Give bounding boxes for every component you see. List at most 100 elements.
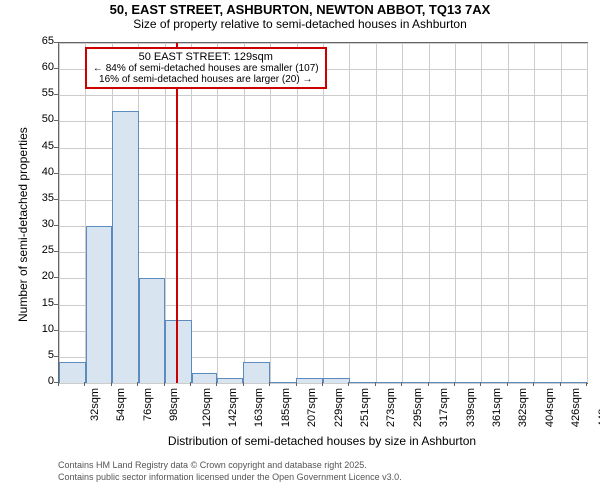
x-tick-mark xyxy=(348,382,349,386)
x-tick-mark xyxy=(454,382,455,386)
y-tick-label: 5 xyxy=(24,349,54,361)
x-tick-mark xyxy=(164,382,165,386)
grid-line xyxy=(270,43,271,383)
x-tick-mark xyxy=(111,382,112,386)
y-tick-label: 15 xyxy=(24,297,54,309)
grid-line xyxy=(59,383,587,384)
x-tick-mark xyxy=(58,382,59,386)
x-tick-label: 229sqm xyxy=(333,388,345,427)
x-tick-mark xyxy=(533,382,534,386)
y-tick-label: 55 xyxy=(24,87,54,99)
x-tick-mark xyxy=(480,382,481,386)
x-tick-label: 185sqm xyxy=(280,388,292,427)
histogram-bar xyxy=(270,382,297,383)
y-tick-mark xyxy=(54,147,58,148)
grid-line xyxy=(508,43,509,383)
histogram-bar xyxy=(429,382,456,383)
annotation-line-2: 16% of semi-detached houses are larger (… xyxy=(93,74,319,85)
histogram-bar xyxy=(86,226,113,383)
y-tick-label: 50 xyxy=(24,113,54,125)
chart-container: { "chart": { "type": "histogram", "title… xyxy=(0,2,600,502)
histogram-bar xyxy=(59,362,86,383)
y-tick-label: 40 xyxy=(24,166,54,178)
y-tick-mark xyxy=(54,199,58,200)
y-tick-mark xyxy=(54,356,58,357)
x-tick-label: 295sqm xyxy=(412,388,424,427)
x-tick-mark xyxy=(322,382,323,386)
x-tick-mark xyxy=(428,382,429,386)
y-tick-label: 10 xyxy=(24,323,54,335)
grid-line xyxy=(323,43,324,383)
x-tick-mark xyxy=(560,382,561,386)
footer-line-2: Contains public sector information licen… xyxy=(58,472,402,482)
x-tick-label: 361sqm xyxy=(491,388,503,427)
grid-line xyxy=(587,43,588,383)
histogram-bar xyxy=(112,111,139,383)
histogram-bar xyxy=(243,362,270,383)
x-tick-label: 426sqm xyxy=(570,388,582,427)
y-tick-label: 0 xyxy=(24,375,54,387)
x-tick-mark xyxy=(375,382,376,386)
x-tick-label: 120sqm xyxy=(201,388,213,427)
y-tick-mark xyxy=(54,173,58,174)
y-tick-label: 45 xyxy=(24,140,54,152)
grid-line xyxy=(217,43,218,383)
x-tick-mark xyxy=(84,382,85,386)
grid-line xyxy=(297,43,298,383)
histogram-bar xyxy=(456,382,481,383)
histogram-bar xyxy=(296,378,323,383)
x-tick-mark xyxy=(296,382,297,386)
y-tick-mark xyxy=(54,225,58,226)
annotation-box: 50 EAST STREET: 129sqm← 84% of semi-deta… xyxy=(85,47,327,89)
y-tick-label: 20 xyxy=(24,270,54,282)
x-axis-label: Distribution of semi-detached houses by … xyxy=(58,434,586,448)
y-tick-label: 60 xyxy=(24,61,54,73)
grid-line xyxy=(534,43,535,383)
x-tick-label: 317sqm xyxy=(438,388,450,427)
y-tick-mark xyxy=(54,120,58,121)
x-tick-mark xyxy=(137,382,138,386)
grid-line xyxy=(376,43,377,383)
x-tick-mark xyxy=(269,382,270,386)
y-tick-mark xyxy=(54,42,58,43)
histogram-bar xyxy=(560,382,587,383)
x-tick-label: 273sqm xyxy=(386,388,398,427)
y-tick-label: 35 xyxy=(24,192,54,204)
plot-area: 50 EAST STREET: 129sqm← 84% of semi-deta… xyxy=(58,42,588,384)
y-tick-label: 25 xyxy=(24,244,54,256)
grid-line xyxy=(561,43,562,383)
histogram-bar xyxy=(323,378,350,383)
x-tick-label: 142sqm xyxy=(227,388,239,427)
histogram-bar xyxy=(534,382,561,383)
grid-line xyxy=(244,43,245,383)
y-tick-mark xyxy=(54,277,58,278)
y-tick-label: 30 xyxy=(24,218,54,230)
y-tick-mark xyxy=(54,304,58,305)
x-tick-label: 32sqm xyxy=(89,388,101,421)
y-tick-mark xyxy=(54,68,58,69)
x-tick-mark xyxy=(507,382,508,386)
annotation-line-1: ← 84% of semi-detached houses are smalle… xyxy=(93,63,319,74)
footer-line-1: Contains HM Land Registry data © Crown c… xyxy=(58,460,367,470)
histogram-bar xyxy=(481,382,508,383)
histogram-bar xyxy=(376,382,403,383)
x-tick-mark xyxy=(190,382,191,386)
x-tick-label: 404sqm xyxy=(544,388,556,427)
grid-line xyxy=(481,43,482,383)
histogram-bar xyxy=(192,373,217,383)
x-tick-mark xyxy=(243,382,244,386)
chart-title: 50, EAST STREET, ASHBURTON, NEWTON ABBOT… xyxy=(0,2,600,17)
y-tick-mark xyxy=(54,330,58,331)
x-tick-label: 98sqm xyxy=(168,388,180,421)
y-tick-mark xyxy=(54,251,58,252)
grid-line xyxy=(59,43,60,383)
x-tick-label: 54sqm xyxy=(115,388,127,421)
histogram-bar xyxy=(217,378,244,383)
histogram-bar xyxy=(165,320,192,383)
x-tick-label: 251sqm xyxy=(359,388,371,427)
chart-subtitle: Size of property relative to semi-detach… xyxy=(0,17,600,31)
histogram-bar xyxy=(350,382,377,383)
x-tick-label: 76sqm xyxy=(142,388,154,421)
x-tick-label: 207sqm xyxy=(306,388,318,427)
grid-line xyxy=(349,43,350,383)
